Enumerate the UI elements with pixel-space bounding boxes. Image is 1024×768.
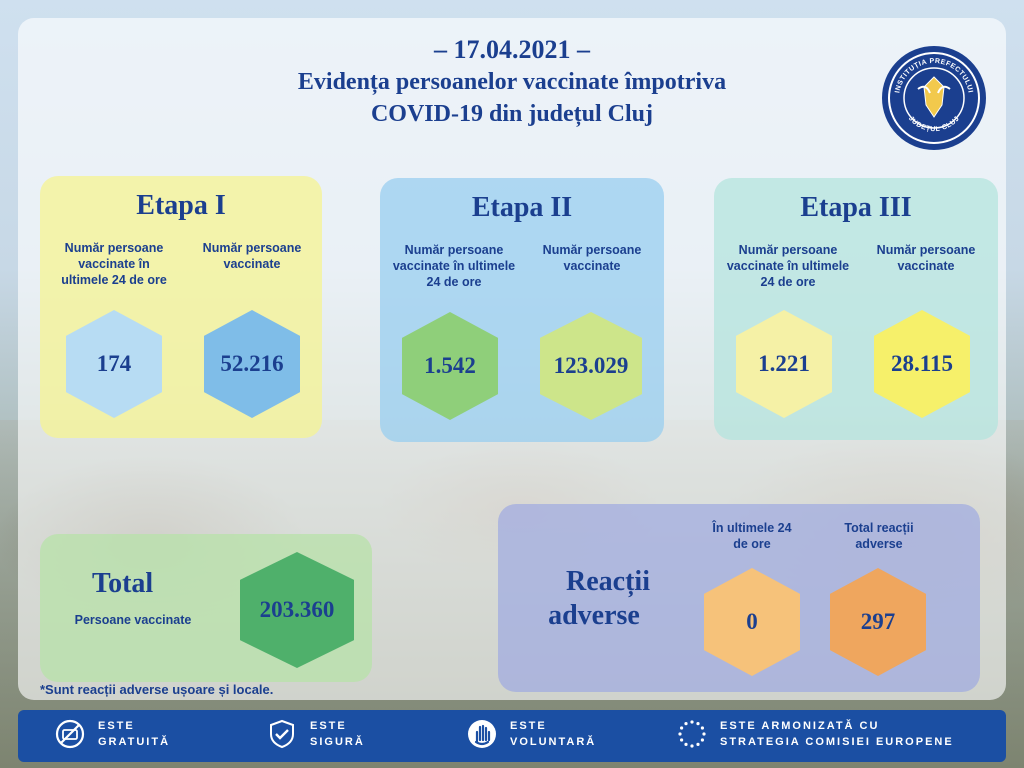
stage-3-hex-24h: 1.221 [736,310,832,418]
footer-item-safe: ESTE SIGURĂ [266,718,365,750]
stage-1-title: Etapa I [136,190,226,221]
stage-2-hex-total: 123.029 [540,312,642,420]
footer-item-eu: ESTE ARMONIZATĂ CU STRATEGIA COMISIEI EU… [676,718,954,750]
adverse-hex-total: 297 [830,568,926,676]
adverse-label-24h: În ultimele 24 de ore [712,521,792,551]
stage-2-label-24h: Număr persoane vaccinate în ultimele 24 … [392,243,516,289]
stage-3-label-total: Număr persoane vaccinate [876,243,976,273]
eu-stars-icon [678,720,706,748]
adverse-reactions-card: Reacții adverse În ultimele 24 de ore To… [498,504,980,692]
free-icon [55,719,85,749]
footer-text-free: ESTE GRATUITĂ [98,720,171,748]
total-hex: 203.360 [240,552,354,668]
adverse-title-line1: Reacții [566,566,650,597]
footer-text-eu: ESTE ARMONIZATĂ CU STRATEGIA COMISIEI EU… [720,720,954,748]
total-title: Total [92,568,154,599]
prefecture-logo: INSTITUȚIA PREFECTULUI JUDEȚUL CLUJ [882,46,986,150]
stage-3-title: Etapa III [800,192,912,223]
shield-check-icon [270,719,294,749]
adverse-title-line2: adverse [548,600,640,631]
page-title-line1: Evidența persoanelor vaccinate împotriva [297,69,727,95]
adverse-label-total: Total reacții adverse [844,521,914,551]
footer-text-voluntary: ESTE VOLUNTARĂ [510,720,597,748]
footer-text-safe: ESTE SIGURĂ [310,720,365,748]
stage-2-title: Etapa II [471,192,573,223]
footnote: *Sunt reacții adverse ușoare și locale. [40,682,274,697]
raised-hand-icon [468,720,496,748]
stage-1-card: Etapa I Număr persoane vaccinate în ulti… [40,176,322,438]
stage-3-card: Etapa III Număr persoane vaccinate în ul… [714,178,998,440]
stage-2-hex-24h: 1.542 [402,312,498,420]
stage-1-label-total: Număr persoane vaccinate [202,241,302,271]
stage-1-label-24h: Număr persoane vaccinate în ultimele 24 … [61,241,167,287]
stage-1-hex-total: 52.216 [204,310,300,418]
stage-2-label-total: Număr persoane vaccinate [542,243,642,273]
stage-1-hex-24h: 174 [66,310,162,418]
adverse-hex-24h: 0 [704,568,800,676]
footer-bar: ESTE GRATUITĂ ESTE SIGURĂ ESTE VOLUNTARĂ… [18,710,1006,762]
footer-item-voluntary: ESTE VOLUNTARĂ [466,718,596,750]
total-subtitle: Persoane vaccinate [74,613,192,627]
report-date: – 17.04.2021 – [434,35,590,64]
stage-3-hex-total: 28.115 [874,310,970,418]
stage-3-label-24h: Număr persoane vaccinate în ultimele 24 … [726,243,850,289]
header: – 17.04.2021 – Evidența persoanelor vacc… [0,34,1024,130]
page-title-line2: COVID-19 din județul Cluj [370,101,654,127]
total-card: Total Persoane vaccinate 203.360 [40,534,372,682]
stage-2-card: Etapa II Număr persoane vaccinate în ult… [380,178,664,442]
prefecture-crest-icon: INSTITUȚIA PREFECTULUI JUDEȚUL CLUJ [888,52,980,144]
footer-item-free: ESTE GRATUITĂ [54,718,170,750]
